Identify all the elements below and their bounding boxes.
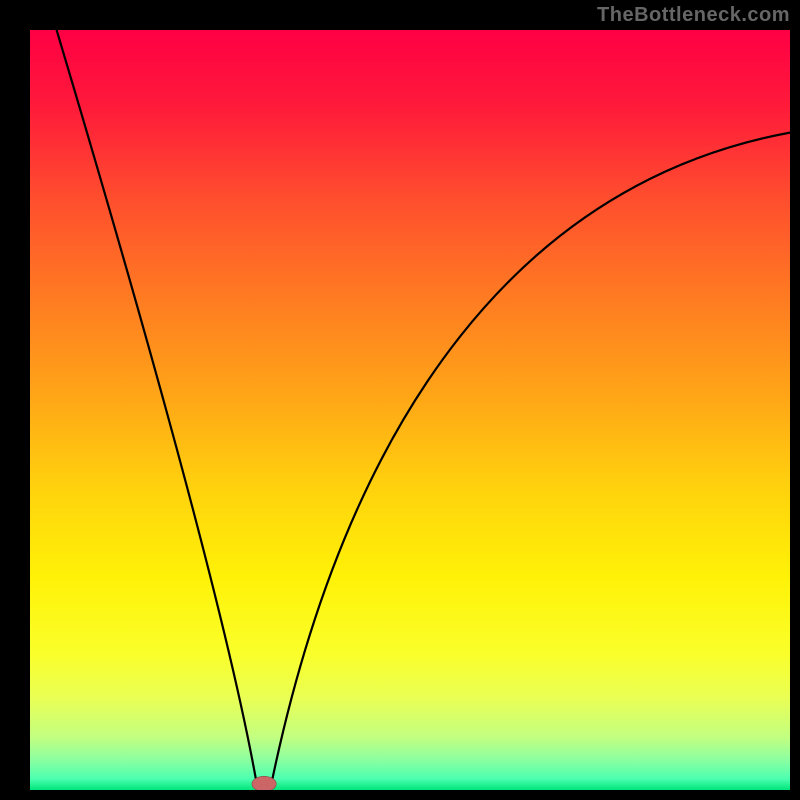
plot-svg — [30, 30, 790, 790]
optimum-marker — [252, 776, 276, 790]
watermark-text: TheBottleneck.com — [597, 4, 790, 27]
chart-container: TheBottleneck.com — [0, 0, 800, 800]
